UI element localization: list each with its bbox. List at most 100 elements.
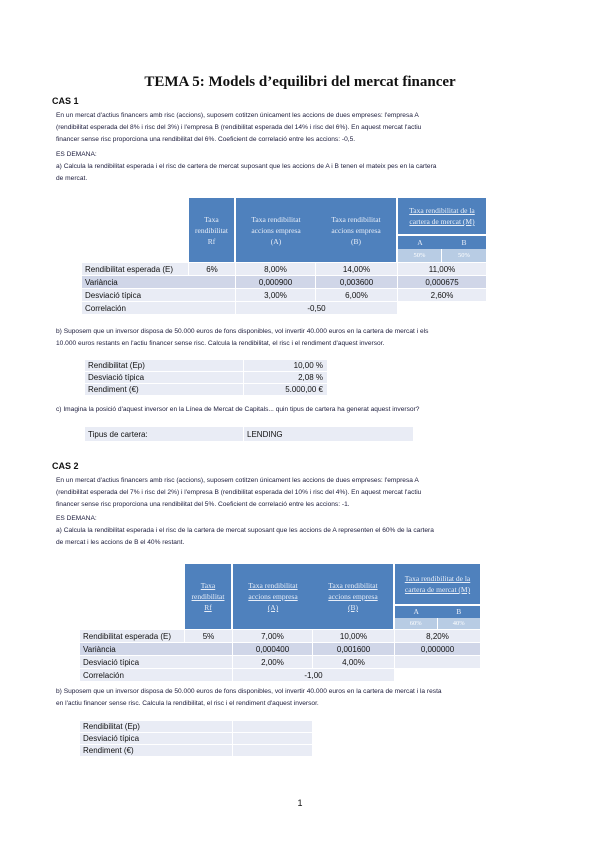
row-label: Desviació típica [82, 289, 235, 301]
case-2-question-b: b) Suposem que un inversor disposa de 50… [56, 686, 516, 710]
cell-m: 11,00% [398, 263, 486, 275]
cell-rf: 5% [185, 630, 232, 642]
text-line: de mercat i les accions de B el 40% rest… [56, 539, 185, 546]
text-line: c) Imagina la posició d'aquest inversor … [56, 406, 420, 413]
header-line: Rf [207, 236, 216, 246]
header-b: Taxa rendibilitat accions empresa (B) [313, 564, 395, 629]
header-line: Taxa rendibilitat de la [409, 206, 475, 215]
cell-a: 8,00% [236, 263, 315, 275]
header-line: rendibilitat [195, 225, 228, 235]
header-line: Taxa [204, 214, 219, 224]
cell-correlation: -0,50 [236, 302, 397, 314]
row-label: Variància [80, 643, 232, 655]
weight-b: 40% [437, 617, 480, 629]
text-line: En un mercat d'actius financers amb risc… [56, 477, 419, 484]
result-label: Desviació típica [85, 372, 243, 383]
header-line: Taxa rendibilitat [331, 214, 381, 224]
text-line: En un mercat d'actius financers amb risc… [56, 112, 419, 119]
cell-m: 8,20% [395, 630, 480, 642]
header-line: accions empresa [248, 592, 298, 601]
case-1-statement: En un mercat d'actius financers amb risc… [56, 110, 516, 146]
header-line: Taxa rendibilitat [328, 581, 378, 590]
row-label: Rendibilitat esperada (E) [82, 263, 188, 275]
result-label: Rendibilitat (Ep) [80, 721, 232, 732]
es-demana-label: ES DEMANA: [56, 515, 97, 522]
page-title: TEMA 5: Models d’equilibri del mercat fi… [144, 74, 456, 90]
text-line: a) Calcula la rendibilitat esperada i el… [56, 527, 434, 534]
case-1-question-b: b) Suposem que un inversor disposa de 50… [56, 326, 516, 350]
text-line: b) Suposem que un inversor disposa de 50… [56, 328, 429, 335]
text-line: (rendibilitat esperada del 7% i risc del… [56, 489, 422, 496]
header-m-b: B [437, 606, 480, 618]
header-m: Taxa rendibilitat de la cartera de mercat… [395, 564, 480, 606]
text-line: b) Suposem que un inversor disposa de 50… [56, 688, 442, 695]
header-line: cartera de mercat (M) [409, 217, 475, 226]
result-value [233, 745, 312, 756]
header-line: (B) [350, 236, 361, 246]
es-demana-label: ES DEMANA: [56, 151, 97, 158]
cell-b: 14,00% [316, 263, 397, 275]
row-label: Rendibilitat esperada (E) [80, 630, 184, 642]
header-rf: Taxa rendibilitat Rf [185, 564, 233, 629]
result-label: Desviació típica [80, 733, 232, 744]
cell-rf: 6% [189, 263, 235, 275]
header-rf: Taxa rendibilitat Rf [189, 198, 236, 262]
weight-b: 50% [442, 249, 486, 262]
portfolio-type-label: Tipus de cartera: [85, 427, 243, 441]
result-label: Rendiment (€) [80, 745, 232, 756]
header-line: Taxa [200, 581, 216, 590]
header-line: Taxa rendibilitat [251, 214, 301, 224]
result-label: Rendibilitat (Ep) [85, 360, 243, 371]
header-line: (A) [267, 603, 279, 612]
cell-a: 0,000400 [233, 643, 312, 655]
cell-m: 2,60% [398, 289, 486, 301]
case-2-statement: En un mercat d'actius financers amb risc… [56, 475, 516, 511]
header-line: (B) [347, 603, 358, 612]
row-label: Correlación [80, 669, 232, 681]
header-line: Taxa rendibilitat [248, 581, 298, 590]
cell-a: 0,000900 [236, 276, 315, 288]
portfolio-type-value: LENDING [244, 427, 413, 441]
header-b: Taxa rendibilitat accions empresa (B) [316, 198, 398, 262]
header-line: accions empresa [251, 225, 301, 235]
weight-a: 50% [398, 249, 442, 262]
cell-a: 7,00% [233, 630, 312, 642]
result-value: 10,00 % [244, 360, 327, 371]
header-line: accions empresa [328, 592, 378, 601]
case-1-question-a: ES DEMANA: a) Calcula la rendibilitat es… [56, 149, 516, 185]
header-line: accions empresa [331, 225, 381, 235]
result-value [233, 733, 312, 744]
case-1-question-c: c) Imagina la posició d'aquest inversor … [56, 404, 516, 416]
header-a: Taxa rendibilitat accions empresa (A) [233, 564, 313, 629]
row-label: Variància [82, 276, 235, 288]
header-line: Rf [204, 603, 212, 612]
row-label: Correlación [82, 302, 235, 314]
cell-m [395, 656, 480, 668]
cell-b: 10,00% [313, 630, 394, 642]
header-line: rendibilitat [191, 592, 225, 601]
text-line: de mercat. [56, 175, 88, 182]
header-m: Taxa rendibilitat de la cartera de mercat… [398, 198, 486, 236]
page-number: 1 [297, 798, 303, 808]
text-line: a) Calcula la rendibilitat esperada i el… [56, 163, 437, 170]
cell-b: 4,00% [313, 656, 394, 668]
cell-correlation: -1,00 [233, 669, 394, 681]
result-value: 5.000,00 € [244, 384, 327, 395]
case-2-heading: CAS 2 [52, 461, 79, 471]
cell-b: 0,001600 [313, 643, 394, 655]
cell-m: 0,000000 [395, 643, 480, 655]
header-m-a: A [398, 236, 442, 249]
header-line: cartera de mercat (M) [404, 585, 471, 594]
header-m-a: A [395, 606, 438, 618]
text-line: (rendibilitat esperada del 8% i risc del… [56, 124, 422, 131]
cell-m: 0,000675 [398, 276, 486, 288]
header-line: (A) [270, 236, 282, 246]
text-line: 10.000 euros restants en l'actiu finance… [56, 340, 385, 347]
text-line: en l'actiu financer sense risc. Calcula … [56, 700, 319, 707]
header-line: Taxa rendibilitat de la [404, 574, 471, 583]
cell-b: 0,003600 [316, 276, 397, 288]
header-m-b: B [442, 236, 486, 249]
text-line: financer sense risc proporciona una rend… [56, 501, 350, 508]
cell-a: 3,00% [236, 289, 315, 301]
row-label: Desviació típica [80, 656, 232, 668]
